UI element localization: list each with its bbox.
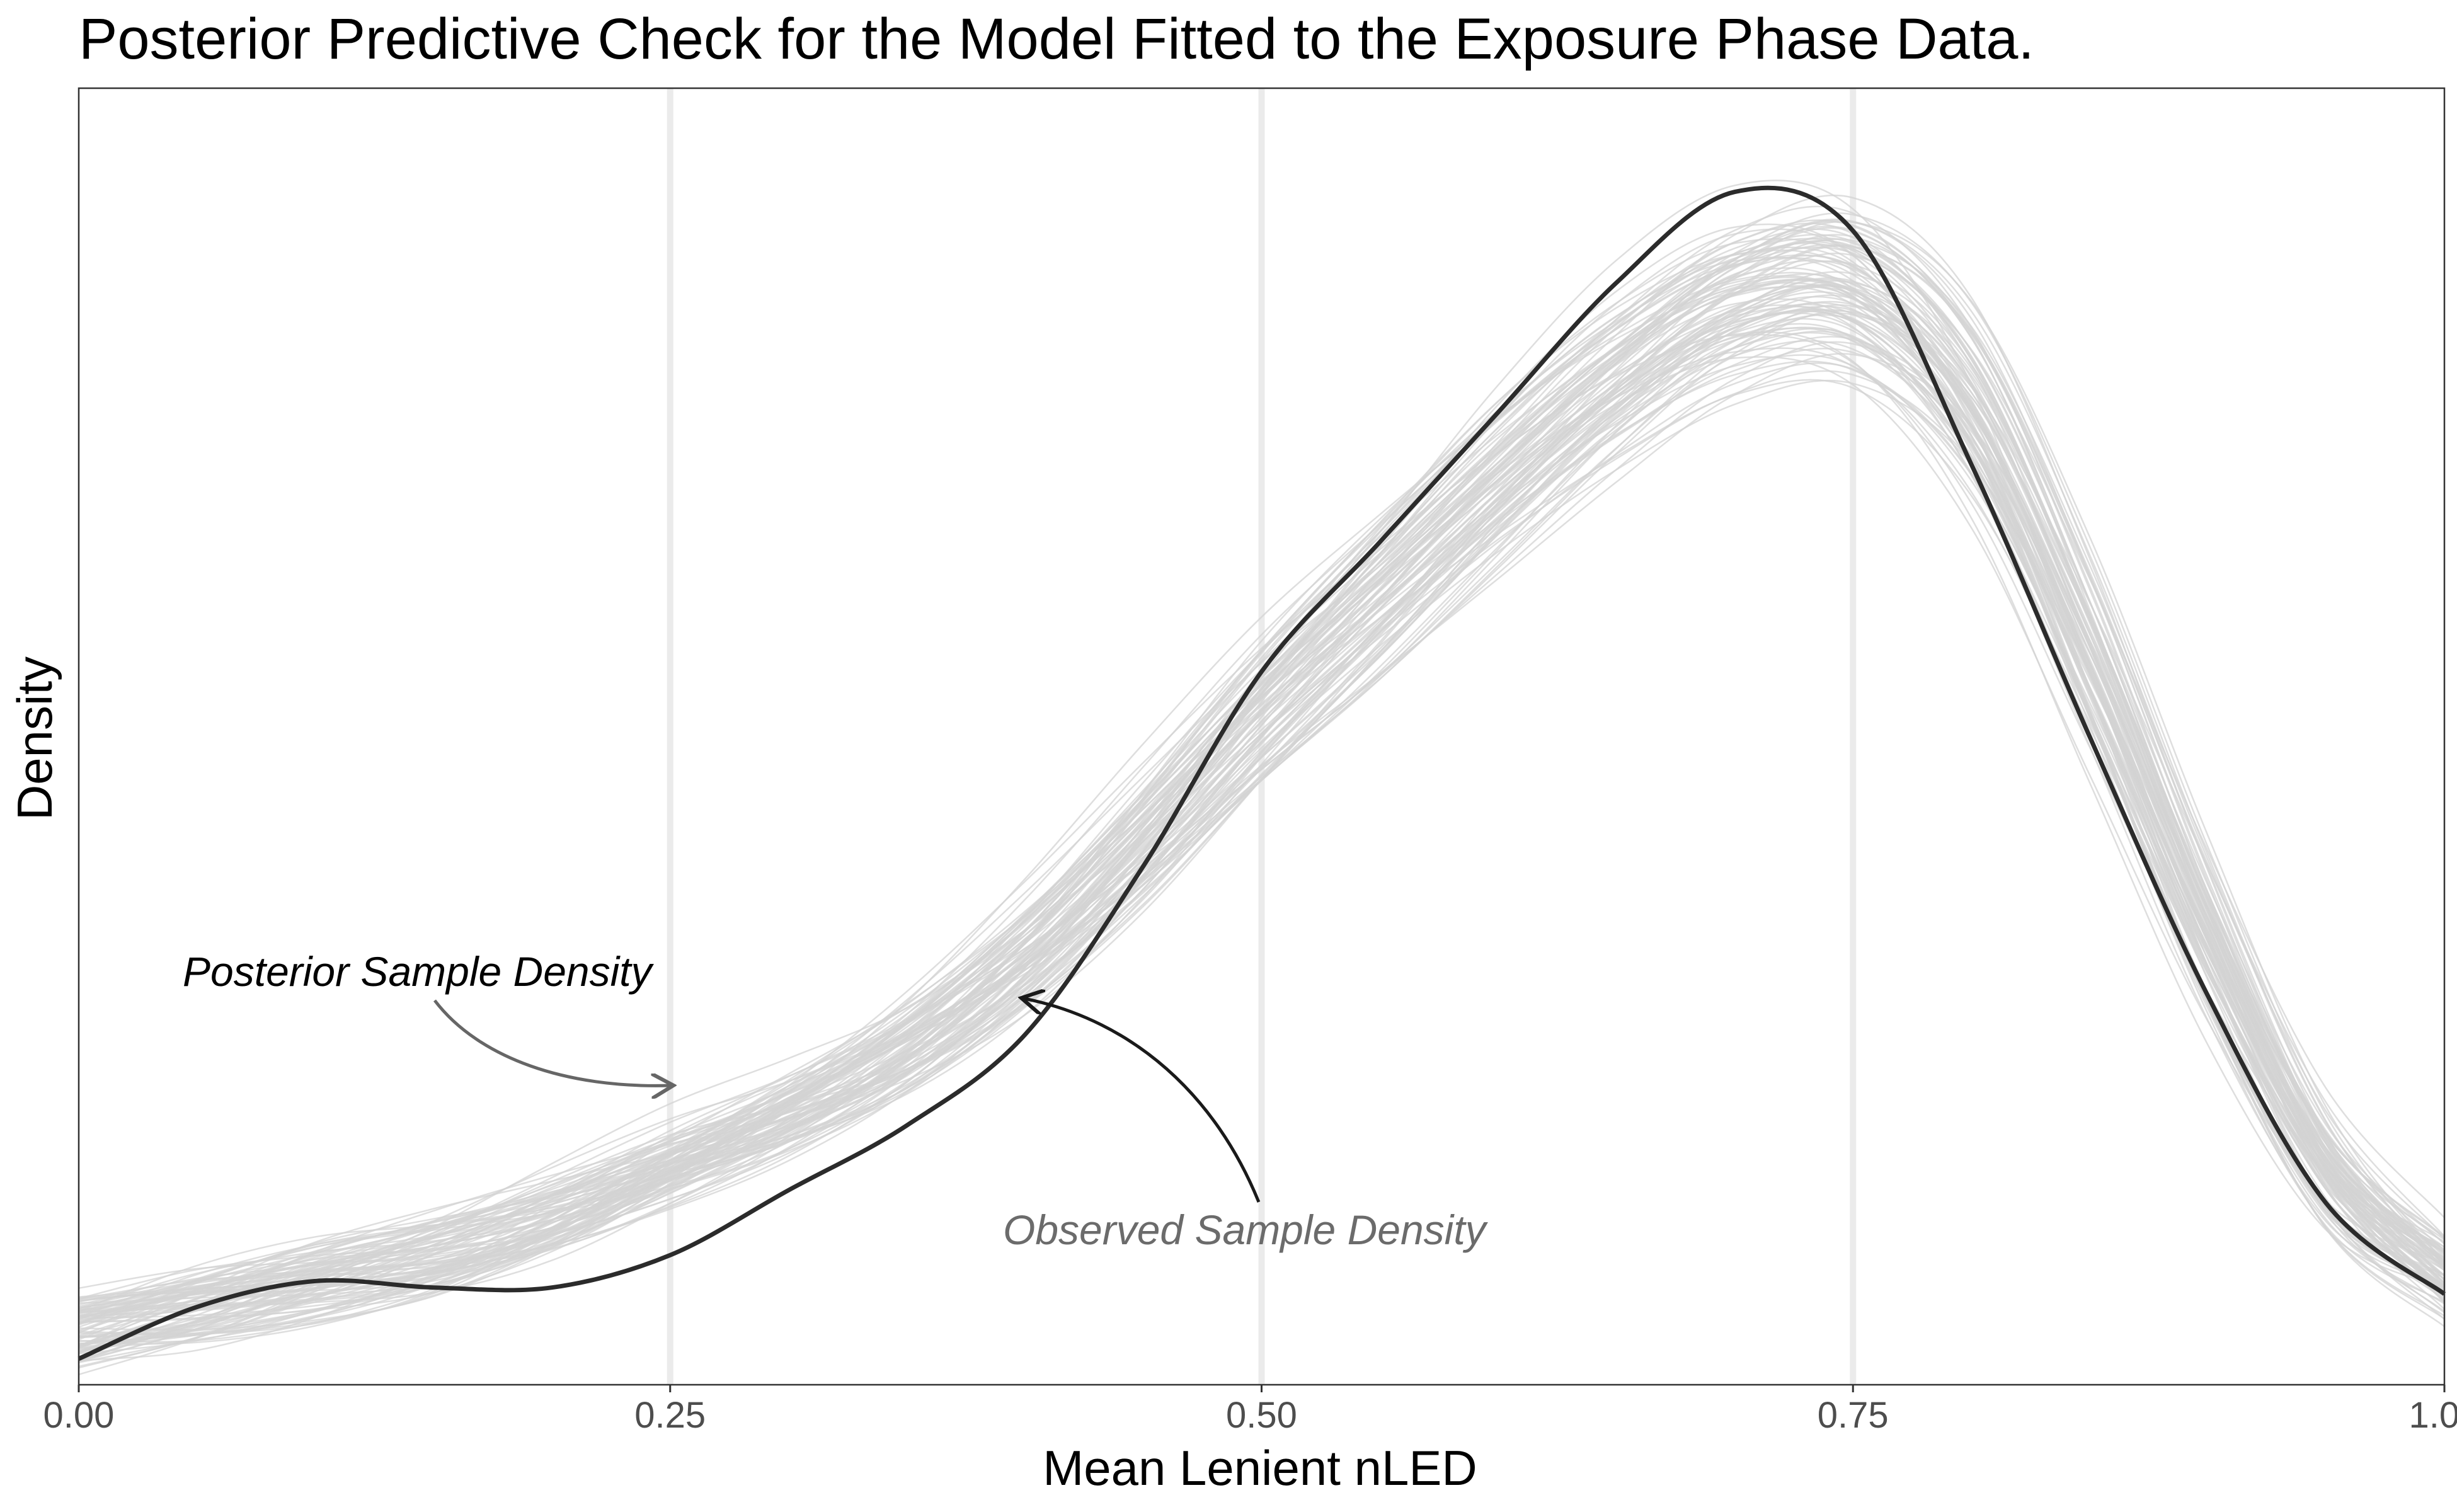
posterior-sample-line xyxy=(78,223,2445,1361)
chart-title: Posterior Predictive Check for the Model… xyxy=(79,7,2034,71)
posterior-sample-line xyxy=(78,228,2445,1303)
observed-annotation: Observed Sample Density xyxy=(1003,999,1489,1253)
x-axis-title: Mean Lenient nLED xyxy=(1043,1440,1477,1496)
posterior-annotation-arrow xyxy=(433,999,670,1085)
posterior-sample-line xyxy=(78,272,2445,1318)
posterior-sample-line xyxy=(78,301,2445,1313)
x-tick-label: 0.00 xyxy=(43,1395,115,1436)
x-tick-label: 0.75 xyxy=(1818,1395,1889,1436)
posterior-sample-line xyxy=(78,260,2445,1338)
y-axis-title: Density xyxy=(7,656,62,820)
plot-panel xyxy=(77,87,2446,1386)
x-tick-label: 1.00 xyxy=(2409,1395,2457,1436)
x-axis-ticks: 0.00 0.25 0.50 0.75 1.00 xyxy=(43,1385,2457,1436)
observed-density-line xyxy=(77,185,2446,1361)
posterior-annotation: Posterior Sample Density xyxy=(183,948,670,1085)
posterior-sample-line xyxy=(78,205,2445,1353)
posterior-sample-line xyxy=(78,228,2445,1353)
posterior-sample-line xyxy=(78,302,2445,1348)
posterior-sample-line xyxy=(78,347,2445,1325)
x-tick-label: 0.50 xyxy=(1226,1395,1297,1436)
posterior-sample-line xyxy=(78,340,2445,1346)
posterior-sample-line xyxy=(78,353,2445,1314)
posterior-sample-line xyxy=(78,284,2445,1307)
observed-annotation-arrow xyxy=(1024,999,1261,1203)
observed-annotation-label: Observed Sample Density xyxy=(1003,1206,1489,1253)
posterior-annotation-label: Posterior Sample Density xyxy=(183,948,655,995)
x-tick-label: 0.25 xyxy=(634,1395,706,1436)
posterior-sample-line xyxy=(78,291,2445,1302)
posterior-sample-line xyxy=(78,336,2445,1305)
posterior-sample-line xyxy=(78,256,2445,1359)
posterior-sample-line xyxy=(78,310,2445,1331)
posterior-sample-line xyxy=(78,212,2445,1309)
posterior-sample-line xyxy=(78,252,2445,1311)
posterior-sample-line xyxy=(78,333,2445,1334)
